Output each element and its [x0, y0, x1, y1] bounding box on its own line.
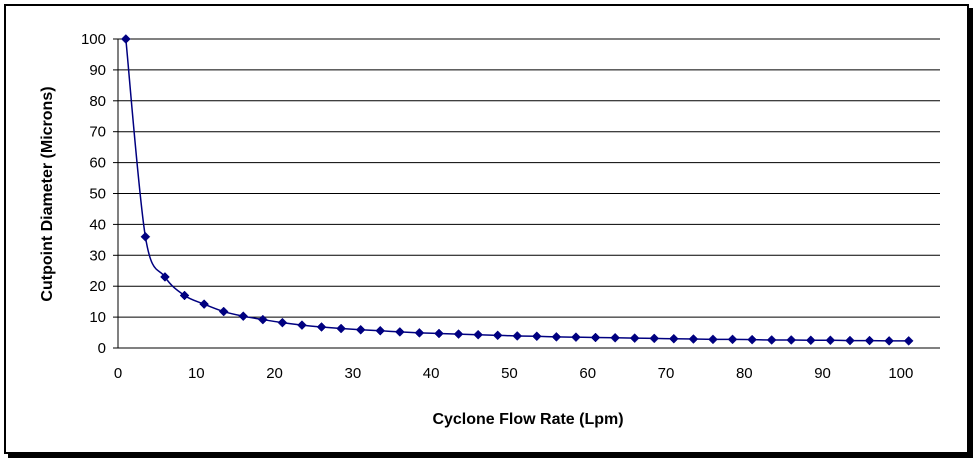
- data-point-marker: [766, 335, 777, 345]
- x-tick-label: 10: [188, 365, 205, 382]
- data-point-marker: [610, 332, 620, 343]
- data-point-marker: [512, 331, 523, 341]
- series-line: [125, 38, 909, 342]
- data-point-marker: [179, 290, 190, 301]
- data-point-marker: [394, 327, 405, 337]
- data-point-marker: [199, 299, 209, 309]
- data-point-marker: [727, 334, 738, 345]
- x-tick-label: 80: [736, 365, 753, 382]
- data-point-marker: [805, 335, 816, 346]
- data-point-marker: [845, 335, 855, 346]
- x-tick-label: 50: [501, 365, 518, 382]
- data-point-marker: [668, 333, 679, 344]
- data-point-marker: [434, 328, 444, 339]
- data-point-marker: [375, 325, 386, 336]
- data-point-marker: [218, 306, 229, 317]
- chart-frame: [4, 4, 969, 454]
- x-tick-label: 90: [814, 365, 831, 382]
- data-point-marker: [473, 329, 483, 340]
- data-point-marker: [120, 34, 131, 44]
- x-tick-label: 40: [423, 365, 440, 382]
- data-point-marker: [140, 231, 151, 242]
- x-tick-label: 30: [345, 365, 362, 382]
- data-point-marker: [884, 336, 894, 346]
- y-tick-label: 100: [81, 31, 106, 48]
- data-point-marker: [277, 317, 288, 328]
- y-axis-title: Cutpoint Diameter (Microns): [39, 86, 56, 301]
- data-point-marker: [531, 331, 542, 342]
- y-tick-label: 40: [89, 216, 106, 233]
- x-tick-label: 60: [579, 365, 596, 382]
- data-point-marker: [414, 328, 425, 338]
- data-point-marker: [649, 333, 660, 344]
- y-tick-label: 70: [89, 124, 106, 141]
- y-tick-labels: 0 10 20 30 40 50 60 70 80 90 100: [81, 31, 106, 357]
- y-tick-label: 20: [89, 278, 106, 295]
- y-tick-label: 10: [89, 309, 106, 326]
- data-point-marker: [864, 335, 875, 346]
- data-point-marker: [688, 334, 699, 344]
- data-point-marker: [316, 322, 327, 332]
- data-point-marker: [336, 323, 346, 334]
- series-markers: [120, 34, 914, 346]
- data-point-marker: [786, 335, 797, 345]
- data-point-marker: [492, 330, 503, 341]
- data-point-marker: [453, 329, 464, 339]
- data-point-marker: [355, 324, 366, 335]
- data-point-marker: [825, 335, 836, 346]
- y-tick-label: 30: [89, 247, 106, 264]
- y-tick-label: 80: [89, 93, 106, 110]
- data-point-marker: [747, 334, 757, 345]
- data-point-marker: [590, 332, 601, 343]
- axes: [113, 38, 940, 349]
- x-tick-label: 20: [266, 365, 283, 382]
- x-tick-label: 100: [888, 365, 913, 382]
- data-point-marker: [903, 336, 914, 346]
- gridlines: [118, 38, 940, 318]
- y-tick-label: 60: [89, 155, 106, 172]
- x-tick-labels: 0 10 20 30 40 50 60 70 80 90 100: [114, 365, 914, 382]
- x-tick-label: 70: [658, 365, 675, 382]
- data-point-marker: [551, 332, 562, 342]
- data-point-marker: [571, 332, 581, 343]
- y-tick-label: 50: [89, 186, 106, 203]
- x-tick-label: 0: [114, 365, 122, 382]
- data-point-marker: [708, 334, 718, 345]
- data-point-marker: [629, 333, 640, 343]
- data-point-marker: [160, 272, 170, 282]
- y-tick-label: 90: [89, 62, 106, 79]
- data-point-marker: [257, 314, 268, 325]
- x-axis-title: Cyclone Flow Rate (Lpm): [432, 411, 623, 428]
- data-point-marker: [297, 320, 307, 330]
- y-tick-label: 0: [98, 340, 106, 357]
- data-point-marker: [238, 311, 249, 322]
